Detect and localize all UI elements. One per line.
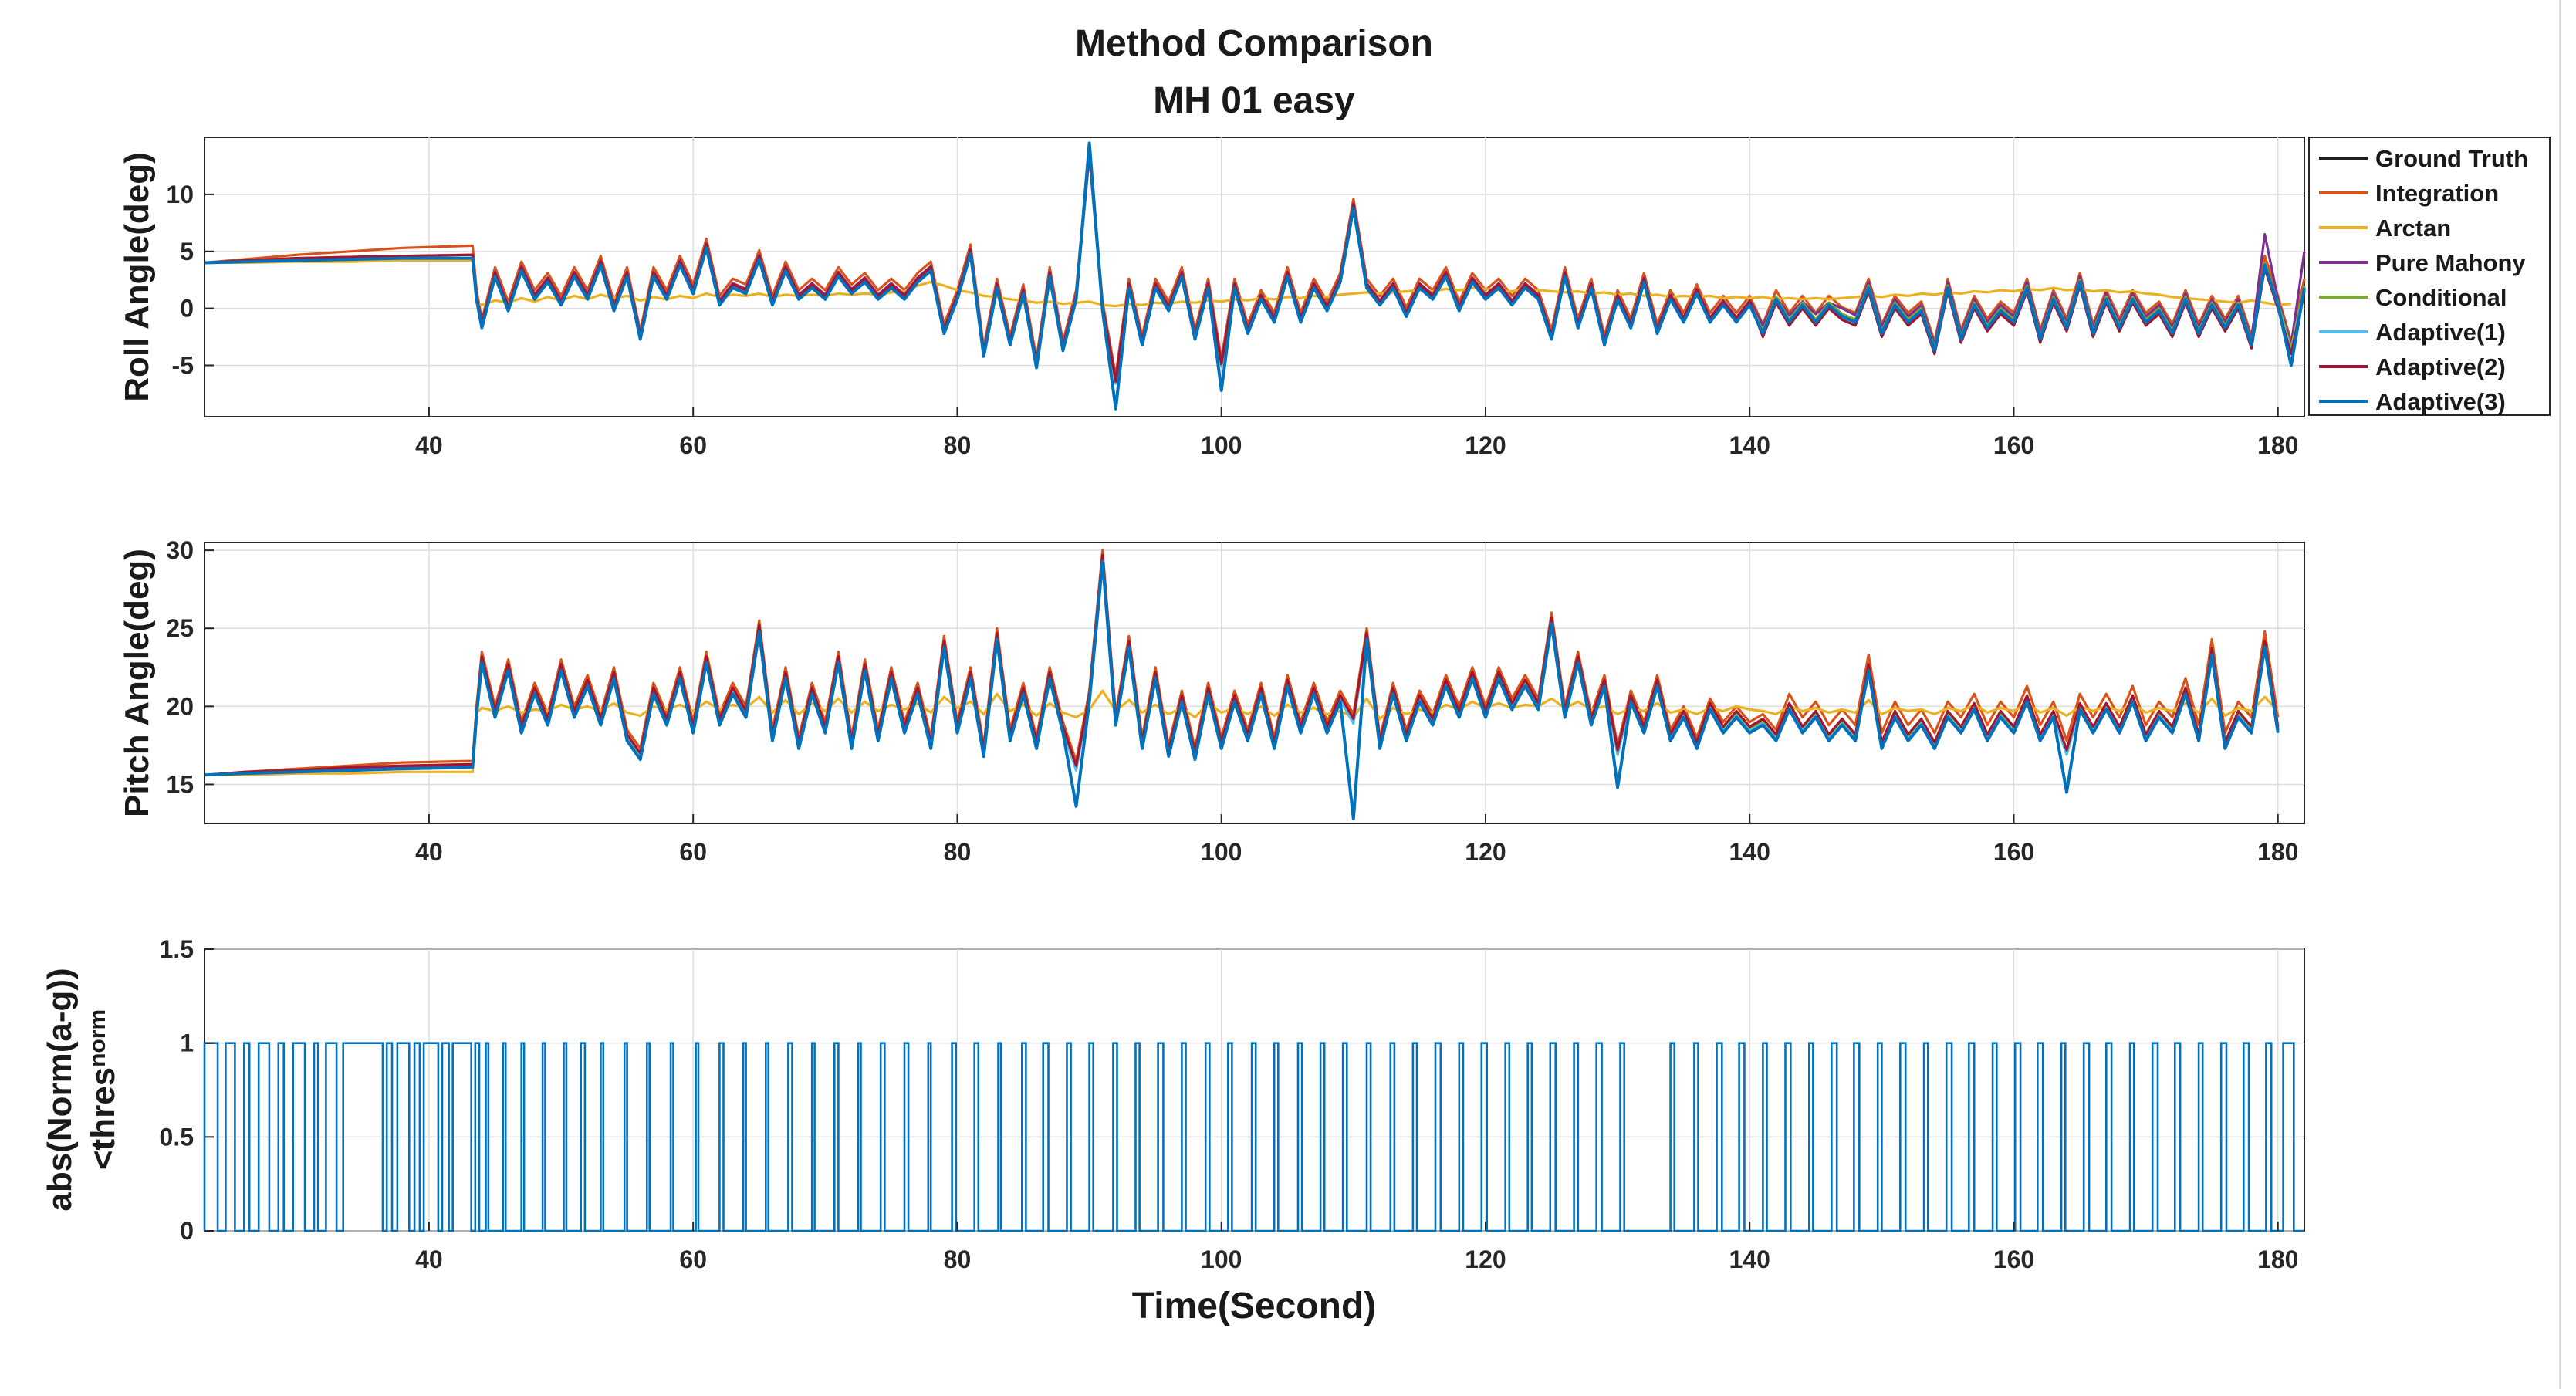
threshold-subscript: norm	[85, 1009, 110, 1067]
pitch-x-tick-label: 100	[1201, 838, 1242, 866]
roll-y-tick-label: 0	[180, 295, 194, 323]
legend-label-adaptive-1: Adaptive(1)	[2375, 319, 2506, 346]
norm-x-tick-label: 40	[415, 1246, 443, 1273]
pitch-x-tick-label: 140	[1729, 838, 1770, 866]
norm-x-tick-label: 80	[944, 1246, 972, 1273]
pitch-plot-frame	[204, 542, 2305, 824]
roll-series-adaptive-3	[204, 141, 2306, 411]
pitch-x-tick-label: 80	[944, 838, 972, 866]
roll-x-tick-label: 100	[1201, 431, 1242, 459]
norm-y-tick-label: 1.5	[160, 935, 194, 963]
pitch-x-tick-label: 120	[1465, 838, 1506, 866]
norm-threshold-plot: 40 60 80 100 120 140 160 180 0 0.5 1 1.5 abs(Norm(a…	[41, 935, 2305, 1327]
roll-series-arctan	[205, 259, 2292, 308]
legend-label-conditional: Conditional	[2375, 284, 2507, 311]
chart-subtitle: MH 01 easy	[1153, 80, 1355, 121]
pitch-series-adaptive-3	[204, 559, 2280, 820]
legend: Ground Truth Integration Arctan Pure Mahony…	[2308, 137, 2551, 416]
pitch-x-tick-label: 180	[2257, 838, 2298, 866]
chart-title: Method Comparison	[1075, 23, 1433, 64]
roll-angle-plot: 40 60 80 100 120 140 160 180 -5 0 5 10 Roll Angle(d…	[118, 137, 2306, 459]
roll-y-tick-label: 5	[180, 238, 194, 265]
pitch-angle-plot: 40 60 80 100 120 140 160 180 15 20 25 30 Pitch Angl…	[118, 536, 2305, 866]
norm-y-tick-label: 0	[180, 1217, 194, 1245]
roll-x-tick-label: 40	[415, 431, 443, 459]
roll-x-tick-label: 160	[1993, 431, 2034, 459]
roll-x-tick-label: 140	[1729, 431, 1770, 459]
x-axis-label: Time(Second)	[1132, 1286, 1377, 1327]
roll-y-tick-label: 10	[166, 181, 194, 208]
roll-x-tick-label: 80	[944, 431, 972, 459]
norm-x-tick-label: 100	[1201, 1246, 1242, 1273]
norm-x-tick-label: 120	[1465, 1246, 1506, 1273]
legend-label-pure-mahony: Pure Mahony	[2375, 249, 2526, 276]
pitch-y-tick-label: 15	[166, 770, 194, 798]
pitch-x-tick-label: 40	[415, 838, 443, 866]
roll-y-axis-label: Roll Angle(deg)	[118, 152, 156, 401]
page-edge-rule	[2559, 0, 2561, 1389]
roll-x-tick-label: 180	[2257, 431, 2298, 459]
norm-y-tick-label: 0.5	[160, 1123, 194, 1151]
norm-plot-frame	[204, 948, 2305, 1232]
norm-y-axis-label: abs(Norm(a-g))	[41, 968, 79, 1211]
norm-x-tick-label: 160	[1993, 1246, 2034, 1273]
norm-x-tick-label: 180	[2257, 1246, 2298, 1273]
pitch-y-axis-label: Pitch Angle(deg)	[118, 549, 156, 817]
roll-y-tick-label: -5	[172, 352, 194, 380]
pitch-y-tick-label: 30	[166, 536, 194, 564]
norm-x-tick-label: 140	[1729, 1246, 1770, 1273]
pitch-y-tick-label: 25	[166, 614, 194, 642]
roll-x-tick-label: 120	[1465, 431, 1506, 459]
pitch-y-tick-label: 20	[166, 692, 194, 720]
norm-y-tick-label: 1	[180, 1029, 194, 1057]
pitch-x-tick-label: 60	[679, 838, 707, 866]
legend-label-adaptive-3: Adaptive(3)	[2375, 388, 2506, 415]
pitch-x-tick-label: 160	[1993, 838, 2034, 866]
norm-series-adaptive-3	[203, 1042, 2304, 1232]
legend-label-ground-truth: Ground Truth	[2375, 145, 2528, 172]
legend-label-adaptive-2: Adaptive(2)	[2375, 353, 2506, 380]
norm-x-tick-label: 60	[679, 1246, 707, 1273]
legend-box	[2308, 137, 2551, 416]
legend-label-integration: Integration	[2375, 180, 2499, 207]
roll-plot-frame	[204, 137, 2305, 417]
roll-x-tick-label: 60	[679, 431, 707, 459]
legend-label-arctan: Arctan	[2375, 215, 2451, 242]
norm-y-axis-label-line2: <thresnorm	[84, 1009, 122, 1170]
threshold-text: <thres	[84, 1067, 122, 1170]
